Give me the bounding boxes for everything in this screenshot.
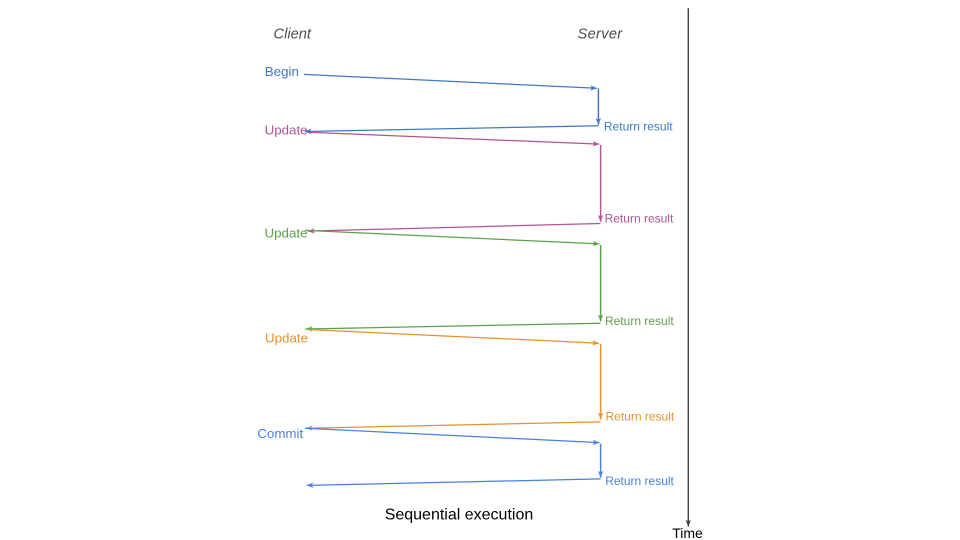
svg-text:Time: Time: [672, 525, 703, 540]
svg-text:Sequential execution: Sequential execution: [385, 507, 534, 524]
svg-text:Commit: Commit: [257, 426, 303, 441]
svg-text:Return result: Return result: [604, 119, 673, 133]
svg-text:Server: Server: [578, 27, 624, 43]
svg-text:Return result: Return result: [605, 314, 674, 328]
svg-text:Update: Update: [265, 330, 308, 345]
svg-text:Update: Update: [265, 226, 308, 241]
svg-text:Client: Client: [274, 27, 312, 43]
svg-text:Return result: Return result: [605, 212, 674, 226]
svg-text:Begin: Begin: [265, 64, 299, 79]
svg-text:Update: Update: [265, 123, 308, 138]
svg-text:Return result: Return result: [605, 474, 674, 488]
svg-text:Return result: Return result: [606, 410, 675, 424]
